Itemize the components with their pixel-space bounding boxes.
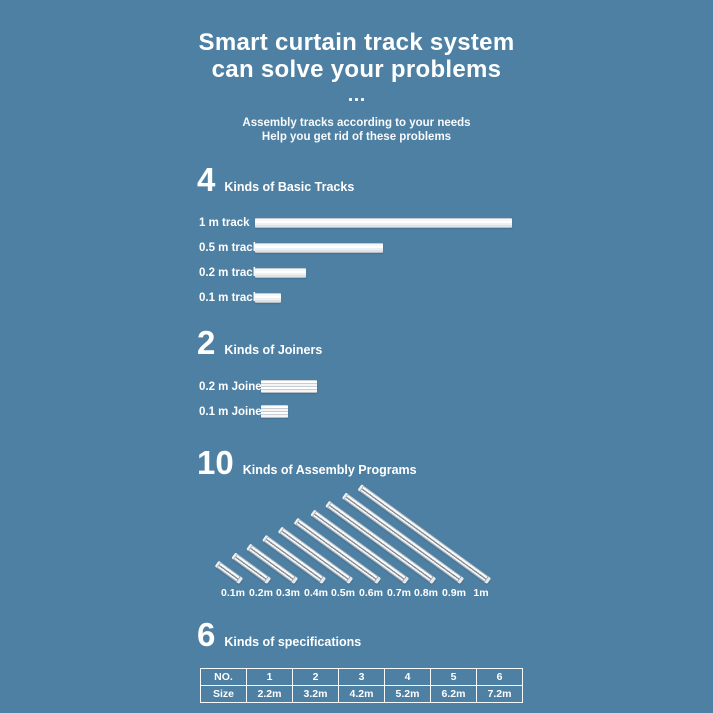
spec-cell: 5	[430, 668, 477, 686]
assembly-track-label: 0.2m	[249, 587, 273, 599]
assembly-track-label: 1m	[473, 587, 489, 599]
assembly-track-label: 0.8m	[414, 587, 438, 599]
assembly-track-label: 0.6m	[359, 587, 383, 599]
spec-cell: NO.	[200, 668, 247, 686]
spec-cell: 3	[338, 668, 385, 686]
assembly-track-label: 0.4m	[304, 587, 328, 599]
assembly-track-bar	[246, 543, 299, 584]
specifications-table: NO. 1 2 3 4 5 6 Size 2.2m 3.2m 4.2m 5.2m 6.2m 7.2m	[200, 668, 523, 703]
basic-track-label: 0.5 m track	[199, 242, 260, 254]
basic-tracks-heading-label: Kinds of Basic Tracks	[224, 180, 355, 194]
joiner-label: 0.1 m Joiner	[199, 406, 267, 418]
basic-track-row: 1 m track	[0, 217, 713, 231]
assembly-heading-label: Kinds of Assembly Programs	[242, 463, 417, 477]
basic-track-row: 0.2 m track	[0, 267, 713, 281]
separator-dots-icon	[0, 98, 713, 101]
spec-cell: 2.2m	[246, 685, 293, 703]
assembly-track-label: 0.1m	[221, 587, 245, 599]
spec-cell: 6.2m	[430, 685, 477, 703]
title-line-2: can solve your problems	[211, 56, 502, 83]
basic-track-bar	[255, 268, 306, 278]
title-line-1: Smart curtain track system	[198, 29, 515, 56]
spec-cell: 7.2m	[476, 685, 523, 703]
joiner-row: 0.2 m Joiner	[0, 380, 713, 394]
basic-tracks-heading: 4 Kinds of Basic Tracks	[197, 161, 355, 198]
joiner-bar	[261, 405, 288, 418]
dot-icon	[349, 98, 352, 101]
assembly-track-label: 0.5m	[331, 587, 355, 599]
subtitle-line-2: Help you get rid of these problems	[261, 131, 452, 143]
joiner-bar	[261, 380, 317, 393]
joiners-heading-label: Kinds of Joiners	[224, 343, 323, 357]
basic-track-label: 1 m track	[199, 217, 250, 229]
joiners-heading: 2 Kinds of Joiners	[197, 324, 323, 361]
spec-cell: 1	[246, 668, 293, 686]
dot-icon	[355, 98, 358, 101]
basic-track-row: 0.5 m track	[0, 242, 713, 256]
basic-track-bar	[255, 243, 383, 253]
spec-cell: 6	[476, 668, 523, 686]
basic-track-bar	[255, 293, 281, 303]
basic-tracks-count: 4	[197, 161, 216, 198]
basic-track-row: 0.1 m track	[0, 292, 713, 306]
spec-cell: 4	[384, 668, 431, 686]
dot-icon	[361, 98, 364, 101]
specifications-count: 6	[197, 616, 216, 653]
joiner-row: 0.1 m Joiner	[0, 405, 713, 419]
assembly-heading: 10 Kinds of Assembly Programs	[197, 444, 417, 481]
basic-track-label: 0.1 m track	[199, 292, 260, 304]
spec-cell: 5.2m	[384, 685, 431, 703]
assembly-track-label: 0.9m	[442, 587, 466, 599]
basic-track-bar	[255, 218, 512, 228]
spec-cell: 4.2m	[338, 685, 385, 703]
spec-size-row: Size 2.2m 3.2m 4.2m 5.2m 6.2m 7.2m	[200, 685, 523, 703]
basic-track-label: 0.2 m track	[199, 267, 260, 279]
spec-cell: 2	[292, 668, 339, 686]
subtitle: Assembly tracks according to your needs …	[0, 116, 713, 144]
subtitle-line-1: Assembly tracks according to your needs	[242, 117, 471, 129]
specifications-heading: 6 Kinds of specifications	[197, 616, 362, 653]
joiners-count: 2	[197, 324, 216, 361]
assembly-track-label: 0.7m	[387, 587, 411, 599]
joiner-label: 0.2 m Joiner	[199, 381, 267, 393]
spec-no-row: NO. 1 2 3 4 5 6	[200, 668, 523, 686]
spec-cell: Size	[200, 685, 247, 703]
assembly-count: 10	[197, 444, 234, 481]
specifications-heading-label: Kinds of specifications	[224, 635, 362, 649]
page-title: Smart curtain track system can solve you…	[0, 29, 713, 83]
assembly-track-label: 0.3m	[276, 587, 300, 599]
spec-cell: 3.2m	[292, 685, 339, 703]
